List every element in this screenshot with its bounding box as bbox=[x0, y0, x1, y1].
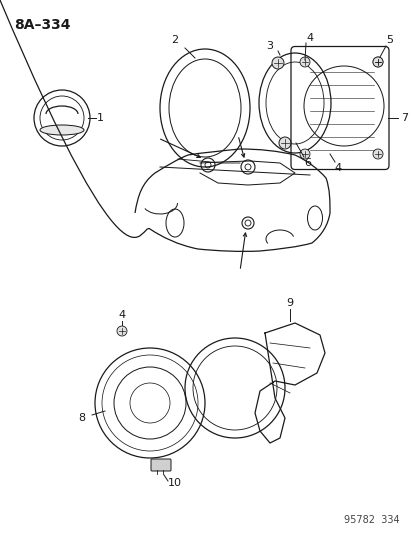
Circle shape bbox=[372, 57, 382, 67]
Text: 95782  334: 95782 334 bbox=[344, 515, 399, 525]
Text: 10: 10 bbox=[168, 478, 182, 488]
Text: 3: 3 bbox=[266, 41, 273, 51]
Circle shape bbox=[278, 137, 290, 149]
Ellipse shape bbox=[40, 125, 84, 135]
Text: 8: 8 bbox=[78, 413, 85, 423]
FancyBboxPatch shape bbox=[151, 459, 171, 471]
Circle shape bbox=[271, 57, 283, 69]
Text: 7: 7 bbox=[401, 113, 408, 123]
Text: 4: 4 bbox=[334, 163, 341, 173]
Text: 4: 4 bbox=[118, 310, 125, 320]
Text: 5: 5 bbox=[386, 35, 392, 45]
Circle shape bbox=[372, 149, 382, 159]
Text: 4: 4 bbox=[306, 33, 313, 43]
Text: 9: 9 bbox=[286, 298, 293, 308]
Text: 8A–334: 8A–334 bbox=[14, 18, 70, 32]
Text: 6: 6 bbox=[304, 158, 311, 168]
Circle shape bbox=[299, 57, 309, 67]
Text: 1: 1 bbox=[96, 113, 103, 123]
Text: 2: 2 bbox=[171, 35, 178, 45]
Circle shape bbox=[372, 57, 382, 67]
Circle shape bbox=[117, 326, 127, 336]
Circle shape bbox=[299, 149, 309, 159]
